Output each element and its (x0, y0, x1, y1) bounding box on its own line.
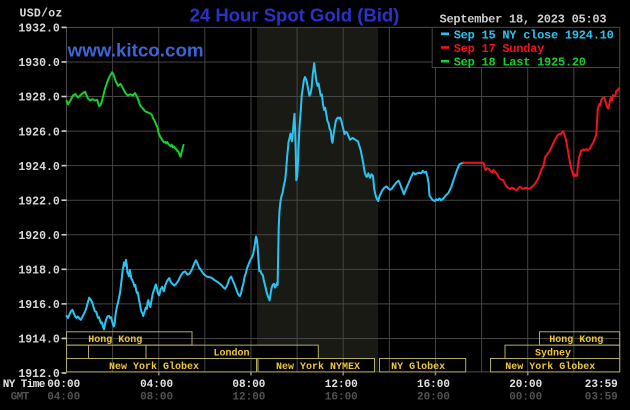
svg-text:12:00: 12:00 (232, 392, 265, 404)
svg-text:16:00: 16:00 (325, 392, 358, 404)
svg-text:1916.0: 1916.0 (18, 299, 60, 312)
svg-text:16:00: 16:00 (417, 379, 450, 391)
svg-text:London: London (213, 347, 249, 359)
svg-text:www.kitco.com: www.kitco.com (67, 40, 204, 61)
svg-text:08:00: 08:00 (232, 379, 265, 391)
svg-text:04:00: 04:00 (47, 392, 80, 404)
svg-text:24 Hour Spot Gold (Bid): 24 Hour Spot Gold (Bid) (190, 5, 400, 26)
svg-text:1932.0: 1932.0 (18, 23, 60, 36)
svg-text:USD/oz: USD/oz (20, 7, 63, 20)
svg-text:1914.0: 1914.0 (18, 334, 60, 347)
svg-text:00:00: 00:00 (509, 392, 542, 404)
svg-text:1924.0: 1924.0 (18, 161, 60, 174)
svg-text:1912.0: 1912.0 (18, 368, 60, 381)
svg-text:NY Time: NY Time (3, 379, 46, 391)
svg-text:Sep 17 Sunday: Sep 17 Sunday (454, 42, 544, 56)
svg-text:1918.0: 1918.0 (18, 265, 60, 278)
svg-text:September 18, 2023 05:03: September 18, 2023 05:03 (440, 13, 607, 27)
svg-text:12:00: 12:00 (325, 379, 358, 391)
svg-text:03:59: 03:59 (585, 392, 618, 404)
svg-text:20:00: 20:00 (509, 379, 542, 391)
svg-text:New York Globex: New York Globex (109, 361, 199, 373)
svg-text:04:00: 04:00 (140, 379, 173, 391)
svg-text:GMT: GMT (11, 392, 30, 404)
svg-text:New York NYMEX: New York NYMEX (276, 361, 360, 373)
svg-text:NY Globex: NY Globex (391, 361, 445, 373)
svg-text:Sep 18 Last 1925.20: Sep 18 Last 1925.20 (454, 56, 586, 70)
svg-text:1930.0: 1930.0 (18, 57, 60, 70)
svg-text:New York Globex: New York Globex (505, 361, 595, 373)
svg-text:Sydney: Sydney (535, 347, 571, 359)
svg-text:Hong Kong: Hong Kong (549, 335, 603, 346)
svg-text:20:00: 20:00 (417, 392, 450, 404)
svg-text:00:00: 00:00 (47, 379, 80, 391)
svg-text:23:59: 23:59 (585, 379, 618, 391)
svg-text:08:00: 08:00 (140, 392, 173, 404)
svg-text:1926.0: 1926.0 (18, 126, 60, 139)
svg-text:1928.0: 1928.0 (18, 92, 60, 105)
svg-text:Hong Kong: Hong Kong (88, 335, 142, 346)
svg-text:1922.0: 1922.0 (18, 195, 60, 208)
svg-text:1920.0: 1920.0 (18, 230, 60, 243)
svg-text:Sep 15 NY close 1924.10: Sep 15 NY close 1924.10 (454, 28, 614, 42)
